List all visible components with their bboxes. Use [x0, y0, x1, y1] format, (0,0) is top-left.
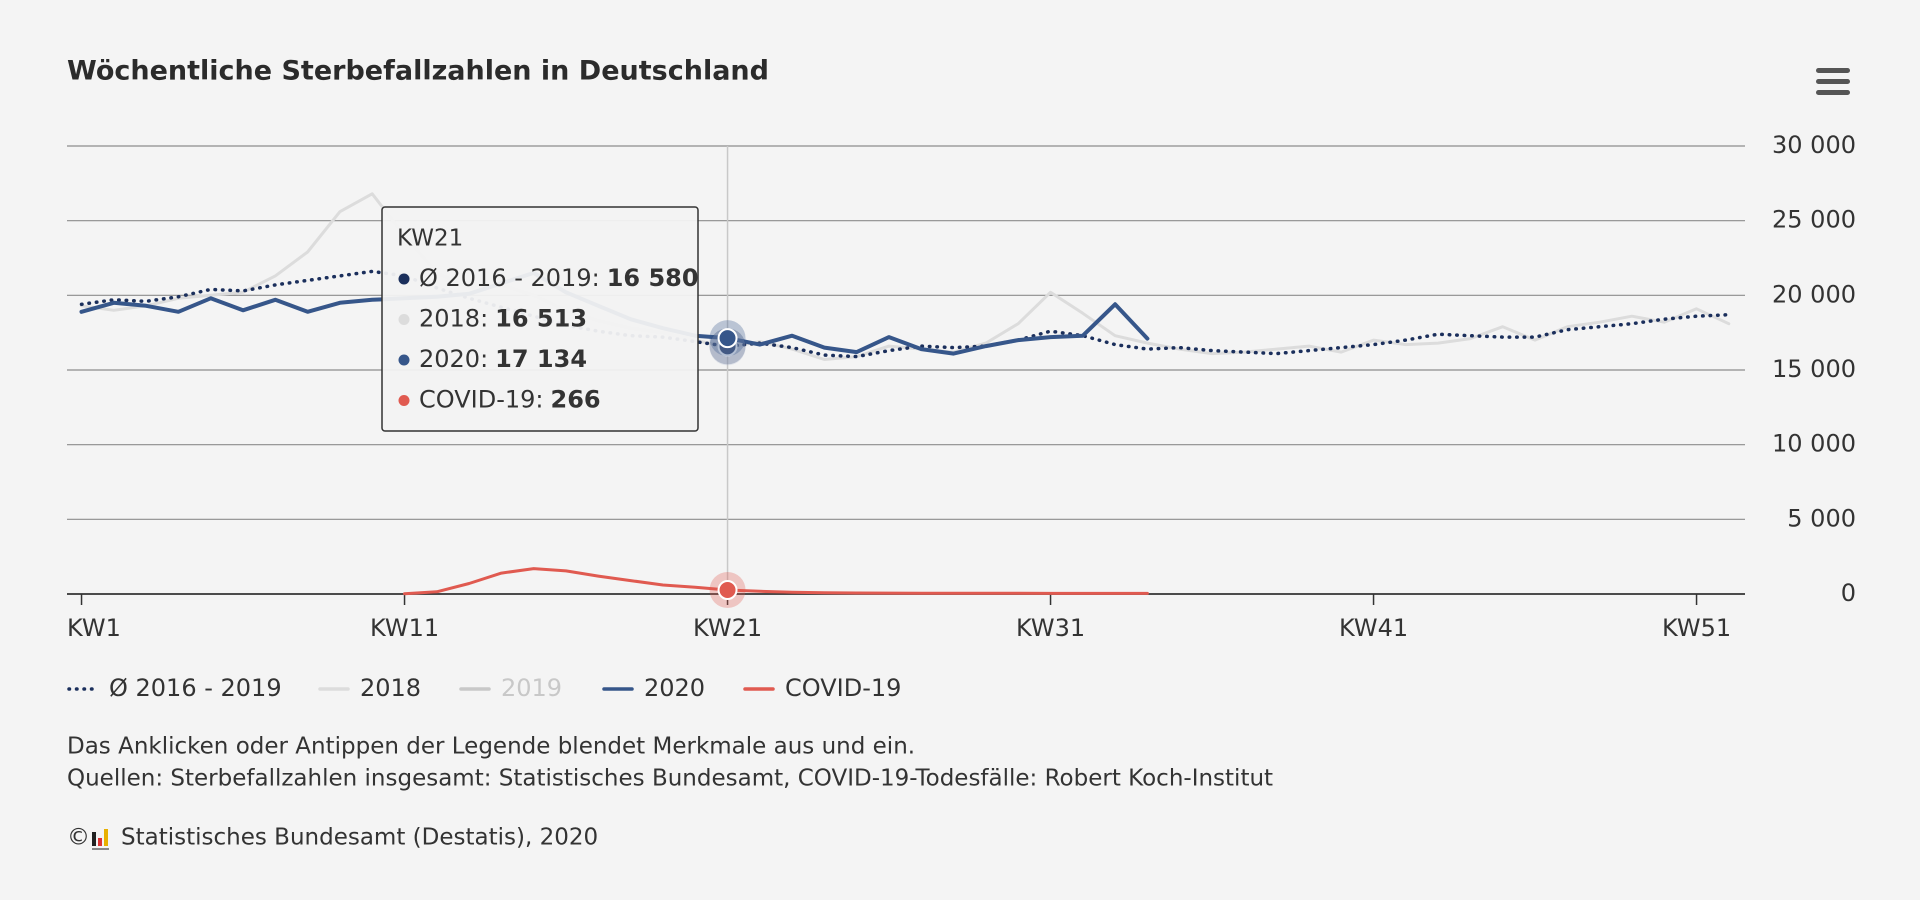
tooltip-name: 2018: — [419, 305, 488, 333]
legend-label: 2019 — [501, 674, 562, 702]
series-line — [79, 269, 1731, 359]
menu-bar — [1816, 68, 1850, 73]
menu-bar — [1816, 90, 1850, 95]
tooltip-value: 16 513 — [495, 305, 587, 333]
copyright-symbol: © — [67, 825, 90, 851]
source: Quellen: Sterbefallzahlen insgesamt: Sta… — [67, 766, 1273, 792]
plot-area: 0 5 000 10 000 15 000 20 000 25 000 30 000 KW1 K… — [67, 131, 1856, 642]
series-line — [80, 192, 1731, 361]
legend-item[interactable]: COVID-19 — [743, 674, 901, 702]
y-tick-label: 20 000 — [1772, 280, 1856, 308]
tooltip-row: 2018: 16 513 — [419, 305, 587, 333]
y-tick-label: 15 000 — [1772, 355, 1856, 383]
legend-label: Ø 2016 - 2019 — [109, 674, 282, 702]
tooltip-name: Ø 2016 - 2019: — [419, 264, 600, 292]
y-tick-label: 25 000 — [1772, 206, 1856, 234]
tooltip-box — [381, 206, 699, 432]
tooltip-name: 2020: — [419, 345, 488, 373]
tooltip-dot — [398, 354, 410, 366]
menu-bar — [1816, 79, 1850, 84]
x-tick-label: KW11 — [370, 614, 439, 642]
y-tick-label: 30 000 — [1772, 131, 1856, 159]
note: Das Anklicken oder Antippen der Legende … — [67, 734, 915, 760]
legend-label: 2018 — [360, 674, 421, 702]
hover-point — [717, 328, 738, 349]
series-line — [403, 567, 1149, 596]
legend: Ø 2016 - 2019 2018 2019 2020 COVID-19 — [67, 674, 901, 702]
legend-item[interactable]: Ø 2016 - 2019 — [67, 674, 282, 702]
copyright: Statistisches Bundesamt (Destatis), 2020 — [121, 825, 598, 851]
legend-label: 2020 — [644, 674, 705, 702]
x-tick-label: KW31 — [1016, 614, 1085, 642]
tooltip-value: 16 580 — [607, 264, 699, 292]
x-tick-label: KW51 — [1662, 614, 1731, 642]
tooltip-row: Ø 2016 - 2019: 16 580 — [419, 264, 699, 292]
hover-point — [717, 580, 738, 601]
tooltip-dot — [398, 273, 410, 285]
tooltip-value: 266 — [551, 386, 601, 414]
logo-bar — [98, 838, 102, 846]
y-tick-label: 10 000 — [1772, 430, 1856, 458]
logo-bar — [104, 829, 108, 846]
y-tick-label: 5 000 — [1787, 504, 1856, 532]
legend-item[interactable]: 2020 — [602, 674, 705, 702]
legend-item[interactable]: 2019 — [459, 674, 562, 702]
x-tick-label: KW21 — [693, 614, 762, 642]
x-tick-label: KW41 — [1339, 614, 1408, 642]
tooltip-row: 2020: 17 134 — [419, 345, 587, 373]
chart-title: Wöchentliche Sterbefallzahlen in Deutsch… — [67, 56, 769, 87]
legend-item[interactable]: 2018 — [318, 674, 421, 702]
x-tick-label: KW1 — [67, 614, 121, 642]
logo-bar — [92, 832, 96, 846]
tooltip-row: COVID-19: 266 — [419, 386, 601, 414]
y-tick-label: 0 — [1841, 579, 1856, 607]
tooltip-dot — [398, 314, 410, 325]
tooltip-title: KW21 — [397, 226, 463, 252]
menu-button[interactable] — [1816, 68, 1850, 95]
logo-base — [92, 848, 109, 850]
tooltip-dot — [398, 395, 410, 406]
tooltip-value: 17 134 — [495, 345, 587, 373]
destatis-logo — [92, 829, 109, 850]
tooltip-name: COVID-19: — [419, 386, 544, 414]
legend-label: COVID-19 — [785, 674, 901, 702]
